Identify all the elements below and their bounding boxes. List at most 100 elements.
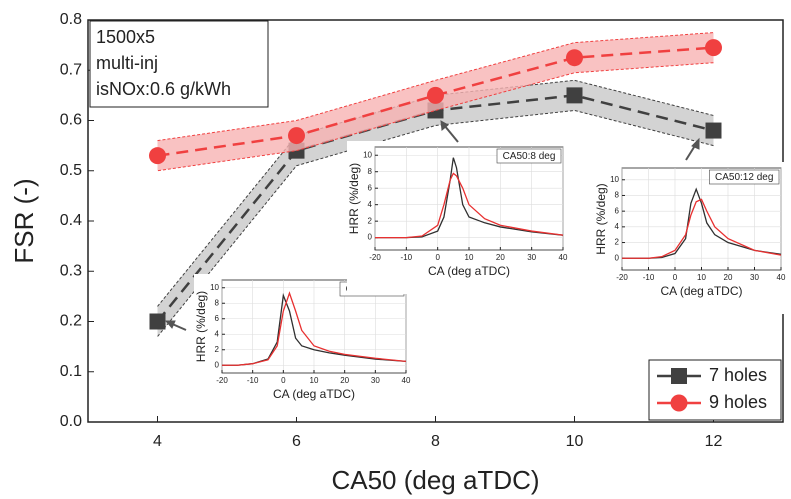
y-tick-label: 0.7 xyxy=(60,61,82,78)
x-tick-label: 0 xyxy=(435,253,440,262)
x-tick-label: 10 xyxy=(566,433,584,450)
band-edge xyxy=(157,62,714,172)
series-line xyxy=(375,172,564,239)
legend-label: 9 holes xyxy=(709,392,767,412)
y-axis-label: HRR (%/deg) xyxy=(594,183,608,254)
y-tick-label: 0.1 xyxy=(60,363,82,380)
inset-title: CA50:12 deg xyxy=(715,172,773,183)
y-tick-label: 2 xyxy=(215,345,220,354)
y-tick-label: 0 xyxy=(215,360,220,369)
y-axis-label: HRR (%/deg) xyxy=(194,291,208,362)
series-line xyxy=(375,157,564,239)
legend-label: 7 holes xyxy=(709,365,767,385)
y-tick-label: 2 xyxy=(615,238,620,247)
inset-background xyxy=(594,162,787,314)
x-tick-label: -20 xyxy=(369,253,381,262)
y-tick-label: 4 xyxy=(615,222,620,231)
x-tick-label: -10 xyxy=(401,253,413,262)
marker xyxy=(566,49,583,67)
y-axis-label: HRR (%/deg) xyxy=(347,163,361,234)
x-tick-label: -20 xyxy=(216,376,228,385)
x-tick-label: 30 xyxy=(750,273,759,282)
x-axis-label: CA (deg aTDC) xyxy=(273,387,355,401)
arrow-head xyxy=(164,320,176,329)
x-axis-label: CA50 (deg aTDC) xyxy=(331,465,539,495)
legend-marker xyxy=(671,368,687,384)
band-edge xyxy=(157,32,714,142)
inset-title-box xyxy=(709,169,780,185)
y-tick-label: 10 xyxy=(610,175,619,184)
marker xyxy=(705,122,722,139)
legend-marker xyxy=(670,394,688,412)
y-tick-label: 8 xyxy=(215,298,220,307)
marker xyxy=(149,313,166,330)
arrow xyxy=(443,124,459,143)
arrows xyxy=(164,120,700,331)
x-axis-label: CA (deg aTDC) xyxy=(660,284,742,298)
y-tick-label: 10 xyxy=(363,150,372,159)
annotation-box xyxy=(89,20,269,108)
annotation: isNOx:0.6 g/kWh xyxy=(96,79,231,99)
x-tick-label: 40 xyxy=(402,376,411,385)
inset-plot: 0 2 4 6 8 10 -20 -10 0 10 20 30 40 CA (deg aTDC) HRR (… xyxy=(194,274,412,417)
band-edge xyxy=(157,109,714,337)
y-tick-label: 0.5 xyxy=(60,162,82,179)
inset-plot: 0 2 4 6 8 10 -20 -10 0 10 20 30 40 CA (deg aTDC) HRR (… xyxy=(347,141,569,294)
annotation: multi-inj xyxy=(96,53,158,73)
x-tick-label: 0 xyxy=(281,376,286,385)
x-tick-label: 10 xyxy=(465,253,474,262)
x-tick-label: 40 xyxy=(777,273,786,282)
x-tick-label: 8 xyxy=(431,433,440,450)
x-tick-label: 10 xyxy=(697,273,706,282)
y-tick-label: 0 xyxy=(615,253,620,262)
y-tick-label: 0 xyxy=(368,233,373,242)
y-tick-label: 10 xyxy=(210,283,219,292)
y-tick-label: 6 xyxy=(215,314,220,323)
y-tick-label: 0.2 xyxy=(60,313,82,330)
x-tick-label: 30 xyxy=(371,376,380,385)
y-tick-label: 4 xyxy=(215,329,220,338)
inset-background xyxy=(347,141,569,294)
x-tick-label: -10 xyxy=(247,376,259,385)
marker xyxy=(288,127,305,145)
y-tick-label: 0.8 xyxy=(60,11,82,28)
arrow-head xyxy=(691,137,700,150)
x-tick-label: 30 xyxy=(527,253,536,262)
x-tick-label: 0 xyxy=(673,273,678,282)
main-plot: 0.0 0.1 0.2 0.3 0.4 0.5 0.6 0.7 0.8 4 6 8 10 12 CA50 (… xyxy=(9,11,784,495)
y-tick-label: 8 xyxy=(615,191,620,200)
y-tick-label: 0.4 xyxy=(60,212,82,229)
y-axis-label: FSR (-) xyxy=(9,178,39,263)
series-line xyxy=(222,291,407,366)
marker xyxy=(427,86,444,104)
inset-plot: 0 2 4 6 8 10 -20 -10 0 10 20 30 40 CA (deg aTDC) HRR (… xyxy=(594,162,787,314)
y-tick-label: 6 xyxy=(615,206,620,215)
y-tick-label: 0.3 xyxy=(60,262,82,279)
band-edge xyxy=(157,79,714,307)
y-tick-label: 4 xyxy=(368,200,373,209)
x-tick-label: -20 xyxy=(616,273,628,282)
inset-background xyxy=(194,274,412,417)
x-tick-label: 20 xyxy=(724,273,733,282)
x-tick-label: 20 xyxy=(340,376,349,385)
y-tick-label: 8 xyxy=(368,167,373,176)
x-tick-label: 40 xyxy=(559,253,568,262)
y-tick-label: 0.0 xyxy=(60,413,82,430)
y-tick-label: 0.6 xyxy=(60,112,82,129)
series-line xyxy=(622,187,782,259)
x-axis-label: CA (deg aTDC) xyxy=(428,264,510,278)
y-tick-label: 2 xyxy=(368,216,373,225)
marker xyxy=(705,39,722,57)
y-tick-label: 6 xyxy=(368,183,373,192)
series-line xyxy=(622,198,782,259)
marker xyxy=(566,87,583,104)
arrow-head xyxy=(440,120,449,131)
inset-title-box xyxy=(496,148,562,164)
inset-title: CA50:8 deg xyxy=(503,151,556,162)
x-tick-label: -10 xyxy=(643,273,655,282)
annotation: 1500x5 xyxy=(96,27,155,47)
x-tick-label: 4 xyxy=(153,433,162,450)
x-tick-label: 6 xyxy=(292,433,301,450)
x-tick-label: 20 xyxy=(496,253,505,262)
